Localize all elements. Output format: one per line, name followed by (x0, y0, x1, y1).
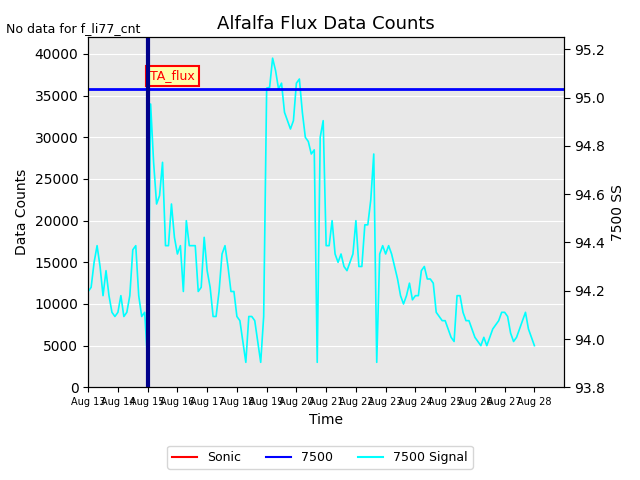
Title: Alfalfa Flux Data Counts: Alfalfa Flux Data Counts (217, 15, 435, 33)
Text: TA_flux: TA_flux (150, 69, 195, 83)
Y-axis label: Data Counts: Data Counts (15, 169, 29, 255)
Y-axis label: 7500 SS: 7500 SS (611, 184, 625, 241)
Legend: Sonic, 7500, 7500 Signal: Sonic, 7500, 7500 Signal (167, 446, 473, 469)
X-axis label: Time: Time (309, 413, 343, 427)
Text: No data for f_li77_cnt: No data for f_li77_cnt (6, 22, 141, 35)
